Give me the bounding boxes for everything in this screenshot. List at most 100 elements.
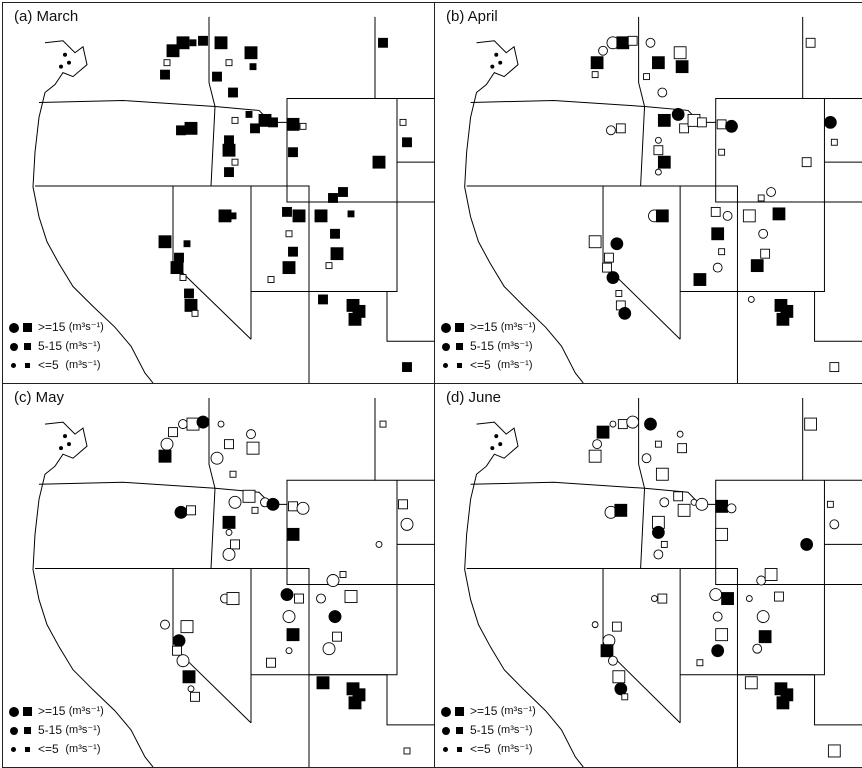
state-boundary-line (464, 421, 584, 767)
station-marker (163, 59, 171, 67)
station-marker (591, 621, 599, 629)
station-marker (747, 296, 755, 303)
legend-medium: 5-15 (m³s⁻¹) (9, 337, 104, 356)
state-boundary-line (32, 40, 154, 383)
state-boundary-line (470, 481, 645, 489)
state-boundary-line (208, 398, 216, 569)
station-marker (282, 261, 296, 275)
station-marker (654, 168, 662, 176)
station-marker (228, 87, 238, 98)
station-marker (752, 643, 763, 654)
station-marker (827, 744, 841, 758)
station-marker (245, 110, 253, 118)
panel-title: (b) April (443, 8, 501, 25)
medium-circle-icon (10, 726, 18, 735)
station-marker (726, 503, 737, 514)
station-marker (189, 39, 197, 47)
station-marker (695, 497, 709, 511)
map-panel-june: (d) June >=15 (m³s⁻¹) 5-15 (m³s⁻¹) <=5 (… (434, 383, 862, 768)
station-marker (772, 207, 786, 221)
station-marker (229, 212, 237, 220)
station-marker (179, 274, 187, 281)
station-marker (657, 155, 671, 169)
legend: >=15 (m³s⁻¹) 5-15 (m³s⁻¹) <=5 (m³s⁻¹) (441, 318, 536, 375)
station-marker (804, 417, 817, 431)
station-marker (829, 362, 840, 373)
island-mark (494, 52, 499, 57)
state-boundary-line (286, 98, 398, 203)
station-marker (596, 425, 610, 439)
station-marker (174, 505, 188, 519)
station-marker (330, 228, 340, 239)
state-boundary-line (715, 480, 825, 586)
state-boundary-line (308, 201, 435, 292)
station-marker (250, 123, 260, 134)
island-mark (498, 442, 503, 447)
legend-small-label: <=5 (38, 742, 59, 756)
state-boundary-line (737, 674, 862, 726)
station-marker (174, 252, 184, 263)
legend-unit: (m³s⁻¹) (68, 321, 104, 333)
station-marker (399, 118, 407, 126)
station-marker (228, 495, 242, 509)
station-marker (217, 420, 225, 428)
station-marker (348, 696, 362, 710)
station-marker (617, 419, 628, 430)
legend-small: <=5 (m³s⁻¹) (9, 740, 104, 759)
map-may (32, 398, 435, 767)
station-marker (615, 290, 623, 297)
station-marker (612, 670, 626, 684)
station-marker (711, 644, 725, 658)
legend-medium: 5-15 (m³s⁻¹) (9, 721, 104, 740)
station-marker (166, 44, 180, 58)
legend-unit: (m³s⁻¹) (65, 340, 101, 352)
station-marker (715, 628, 729, 642)
station-marker (718, 148, 726, 156)
station-marker (725, 119, 738, 133)
station-marker (288, 501, 298, 512)
station-marker (611, 621, 622, 632)
legend-large: >=15 (m³s⁻¹) (9, 318, 104, 337)
station-marker (280, 588, 294, 602)
panel-title: (d) June (443, 389, 505, 406)
station-marker (288, 147, 298, 158)
station-marker (339, 571, 347, 578)
station-marker (246, 429, 256, 440)
station-marker (292, 209, 306, 223)
station-marker (286, 117, 300, 131)
large-circle-icon (441, 706, 451, 717)
station-marker (677, 443, 687, 454)
station-marker (756, 610, 770, 624)
legend-medium-label: 5-15 (38, 339, 63, 353)
station-marker (286, 628, 300, 642)
station-marker (627, 35, 638, 46)
large-square-icon (23, 707, 32, 716)
state-boundary-line (309, 674, 435, 726)
station-marker (246, 441, 260, 455)
station-marker (742, 209, 756, 223)
station-marker (653, 549, 664, 560)
station-marker (222, 143, 236, 157)
station-marker (168, 427, 178, 438)
station-marker (671, 107, 685, 121)
station-marker (615, 123, 626, 134)
legend-medium-label: 5-15 (470, 723, 495, 737)
island-mark (67, 60, 71, 65)
state-boundary-line (470, 99, 645, 107)
station-marker (372, 155, 386, 169)
state-boundary-line (715, 98, 825, 203)
station-marker (750, 259, 764, 273)
station-marker (693, 273, 707, 286)
station-marker (267, 276, 275, 283)
station-marker (379, 420, 387, 428)
station-marker (160, 619, 170, 630)
station-marker (314, 209, 328, 223)
small-circle-icon (11, 747, 16, 752)
station-marker (224, 439, 234, 450)
station-marker (652, 525, 665, 539)
station-marker (653, 145, 664, 156)
state-boundary-line (38, 99, 216, 107)
large-square-icon (455, 707, 464, 716)
station-marker (212, 71, 222, 82)
station-marker (756, 575, 767, 586)
